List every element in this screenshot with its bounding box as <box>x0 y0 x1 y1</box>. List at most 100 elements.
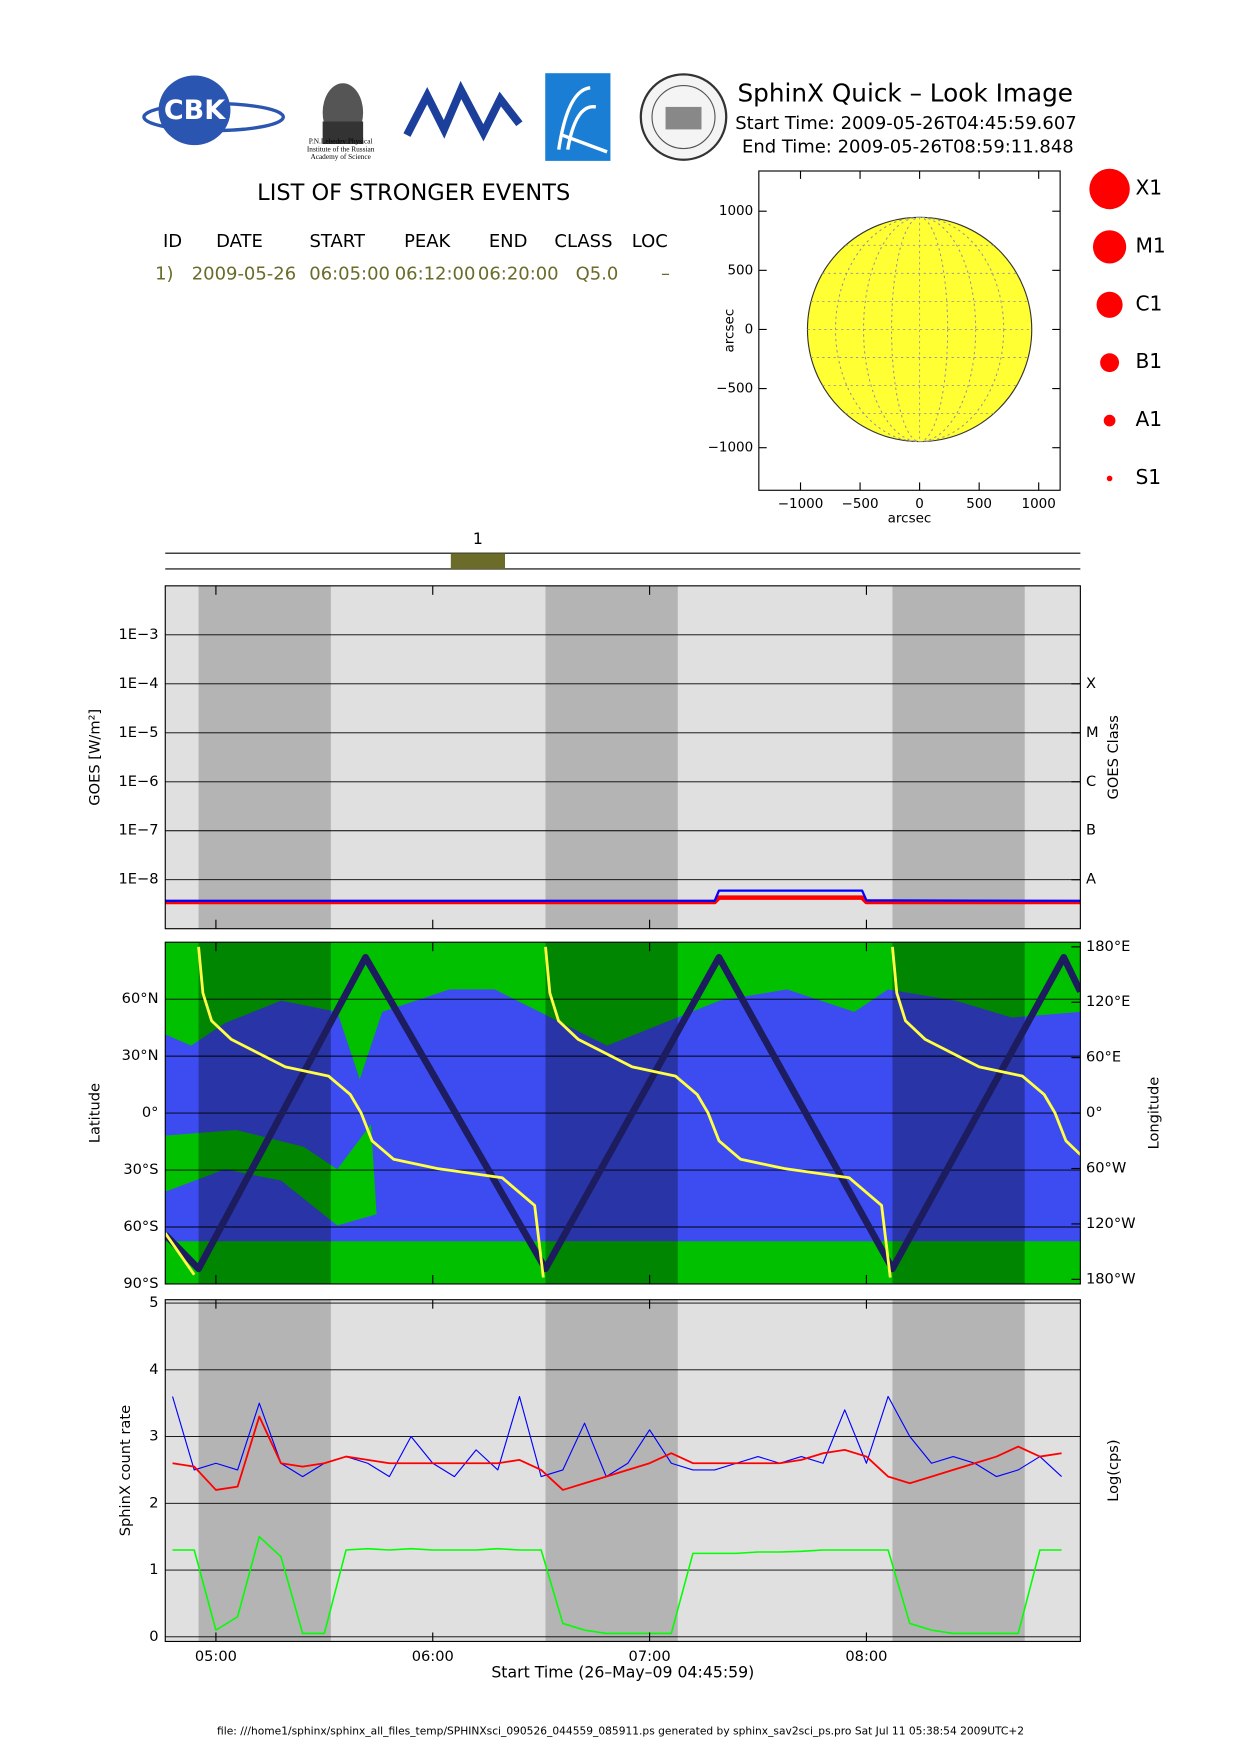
header-title: SphinX Quick – Look Image <box>737 79 1073 108</box>
series-group <box>165 889 1081 905</box>
seal-ring <box>651 84 716 150</box>
y-tick-label: 4 <box>149 1361 158 1378</box>
y-tick-label: 1E−4 <box>118 675 158 692</box>
table-cell: 06:20:00 <box>478 263 559 284</box>
y-tick-label: 60°N <box>122 990 159 1007</box>
y-tick-label: 0° <box>142 1104 159 1121</box>
seal-building <box>665 106 702 130</box>
class-label: B1 <box>1135 349 1162 373</box>
cbk-ring <box>142 101 285 133</box>
y2-tick-label: C <box>1086 773 1096 790</box>
y-tick-label: 5 <box>149 1294 158 1311</box>
class-marker <box>1100 353 1120 373</box>
table-cell: 06:05:00 <box>309 263 390 284</box>
x-tick-label: 05:00 <box>195 1648 237 1665</box>
y-tick-label: 1E−6 <box>118 773 158 790</box>
series-line <box>165 889 1081 903</box>
x-tick-label: 08:00 <box>845 1648 887 1665</box>
y-tick-label: 0 <box>149 1628 158 1645</box>
x-tick-label: 07:00 <box>629 1648 671 1665</box>
x-axis-title: Start Time (26–May–09 04:45:59) <box>491 1662 754 1681</box>
x-tick-label: −1000 <box>778 496 824 512</box>
plot-frame <box>164 941 1081 1285</box>
table-header: DATE <box>216 231 263 252</box>
x-tick-label: −500 <box>842 496 879 512</box>
table-header: START <box>310 231 366 252</box>
header-start: Start Time: 2009-05-26T04:45:59.607 <box>735 113 1076 134</box>
table-cell: 06:12:00 <box>395 263 476 284</box>
eclipse-band <box>545 585 678 929</box>
y2-tick-label: 180°E <box>1086 938 1130 955</box>
series-line <box>165 946 1081 1278</box>
disk-meridian <box>863 216 977 443</box>
table-cell: – <box>661 263 670 284</box>
x-tick-label: 1000 <box>1022 496 1056 512</box>
institute-line: Academy of Science <box>310 152 370 161</box>
eclipse-band <box>545 1299 678 1642</box>
y-axis-title: Latitude <box>87 1083 104 1143</box>
y-tick-label: 1E−3 <box>118 626 158 643</box>
table-cell: 1) <box>155 263 173 284</box>
footer: file: ///home1/sphinx/sphinx_all_files_t… <box>217 1724 1024 1737</box>
portrait-body <box>322 121 364 145</box>
series-line <box>172 1535 1062 1635</box>
y-tick-label: 3 <box>149 1428 158 1445</box>
disk-meridian <box>835 216 1005 443</box>
class-label: S1 <box>1135 465 1161 489</box>
event-bar <box>450 553 506 569</box>
y-tick-label: −1000 <box>708 440 754 456</box>
y-axis-title: arcsec <box>722 309 738 353</box>
class-label: A1 <box>1135 407 1162 431</box>
y-tick-label: 1E−7 <box>118 822 158 839</box>
y2-tick-label: X <box>1086 675 1096 692</box>
y2-tick-label: M <box>1086 724 1099 741</box>
plot-frame <box>758 170 1061 491</box>
class-label: M1 <box>1135 233 1165 257</box>
y2-tick-label: 60°W <box>1086 1160 1126 1177</box>
y-tick-label: −500 <box>716 381 753 397</box>
y-tick-label: 30°S <box>123 1161 158 1178</box>
y-axis-title: SphinX count rate <box>117 1405 134 1536</box>
class-label: X1 <box>1135 175 1162 199</box>
logos: CBK P.N.Lebedev Physical Institute of th… <box>142 73 728 161</box>
class-marker <box>1092 230 1127 264</box>
table-cell: Q5.0 <box>576 263 619 284</box>
map-land-south <box>165 1240 1081 1284</box>
y-tick-label: 1000 <box>719 203 753 219</box>
series-group <box>172 1395 1062 1635</box>
plot-frame <box>164 1299 1081 1643</box>
series-line <box>172 1395 1062 1478</box>
x-tick-label: 06:00 <box>412 1648 454 1665</box>
y2-tick-label: 120°W <box>1086 1215 1136 1232</box>
y-tick-label: 2 <box>149 1494 158 1511</box>
y-tick-label: 1 <box>149 1561 158 1578</box>
eclipse-band <box>892 1299 1025 1642</box>
cbk-text: CBK <box>164 95 226 126</box>
header-end: End Time: 2009-05-26T08:59:11.848 <box>742 136 1074 157</box>
institute-line: P.N.Lebedev Physical <box>309 136 373 145</box>
class-marker <box>1096 291 1123 318</box>
y-tick-label: 90°S <box>123 1275 158 1292</box>
y2-axis-title: Longitude <box>1146 1077 1163 1150</box>
y2-tick-label: A <box>1086 871 1096 888</box>
map-ocean-strip <box>165 1225 1081 1242</box>
institute-line: Institute of the Russian <box>307 144 375 153</box>
event-label: 1 <box>473 529 483 548</box>
y2-tick-label: 0° <box>1086 1104 1103 1121</box>
table-cell: 2009-05-26 <box>192 263 296 284</box>
map-land-mid <box>165 1124 377 1226</box>
map-land-north <box>165 942 1081 1080</box>
y-tick-label: 30°N <box>122 1047 159 1064</box>
y-tick-label: 500 <box>727 262 753 278</box>
y2-axis-title: GOES Class <box>1105 715 1122 799</box>
y-tick-label: 1E−5 <box>118 724 158 741</box>
sun-disk <box>806 216 1033 443</box>
class-marker <box>1103 414 1116 427</box>
y2-tick-label: B <box>1086 822 1096 839</box>
y-tick-label: 60°S <box>123 1218 158 1235</box>
table-header: ID <box>163 231 182 252</box>
mifi-logo <box>403 80 523 142</box>
eclipse-band <box>198 585 331 929</box>
